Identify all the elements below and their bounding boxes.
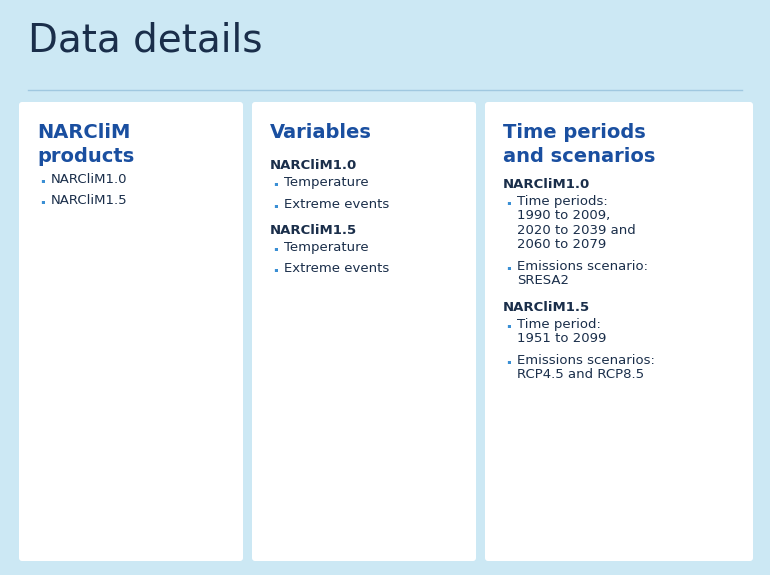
Text: NARCliM1.5: NARCliM1.5: [503, 301, 590, 314]
Text: 1990 to 2009,: 1990 to 2009,: [517, 209, 611, 223]
Text: ·: ·: [505, 261, 512, 279]
Text: ·: ·: [272, 242, 279, 260]
Text: ·: ·: [39, 174, 46, 192]
Text: NARCliM1.0: NARCliM1.0: [270, 159, 357, 172]
Text: ·: ·: [272, 198, 279, 217]
Text: SRESA2: SRESA2: [517, 274, 569, 288]
Text: 2060 to 2079: 2060 to 2079: [517, 239, 606, 251]
Text: NARCliM1.5: NARCliM1.5: [270, 224, 357, 237]
Text: ·: ·: [505, 319, 512, 337]
Text: Emissions scenario:: Emissions scenario:: [517, 260, 648, 273]
FancyBboxPatch shape: [252, 102, 476, 561]
Text: NARCliM1.0: NARCliM1.0: [503, 178, 591, 191]
Text: ·: ·: [272, 263, 279, 282]
FancyBboxPatch shape: [485, 102, 753, 561]
Text: Extreme events: Extreme events: [284, 197, 390, 210]
Text: NARCliM
products: NARCliM products: [37, 123, 134, 166]
Text: Variables: Variables: [270, 123, 372, 142]
Text: ·: ·: [272, 177, 279, 195]
Text: NARCliM1.0: NARCliM1.0: [51, 173, 128, 186]
Text: 2020 to 2039 and: 2020 to 2039 and: [517, 224, 636, 237]
Text: Data details: Data details: [28, 22, 263, 60]
Text: Extreme events: Extreme events: [284, 263, 390, 275]
Text: Time periods
and scenarios: Time periods and scenarios: [503, 123, 655, 166]
Text: Time period:: Time period:: [517, 318, 601, 331]
Text: Temperature: Temperature: [284, 241, 369, 254]
Text: Emissions scenarios:: Emissions scenarios:: [517, 354, 654, 367]
Text: ·: ·: [505, 196, 512, 214]
FancyBboxPatch shape: [19, 102, 243, 561]
Text: Temperature: Temperature: [284, 176, 369, 189]
Text: RCP4.5 and RCP8.5: RCP4.5 and RCP8.5: [517, 369, 644, 381]
Text: Time periods:: Time periods:: [517, 195, 608, 208]
Text: ·: ·: [505, 355, 512, 373]
Text: ·: ·: [39, 196, 46, 213]
Text: 1951 to 2099: 1951 to 2099: [517, 332, 607, 346]
Text: NARCliM1.5: NARCliM1.5: [51, 194, 128, 208]
